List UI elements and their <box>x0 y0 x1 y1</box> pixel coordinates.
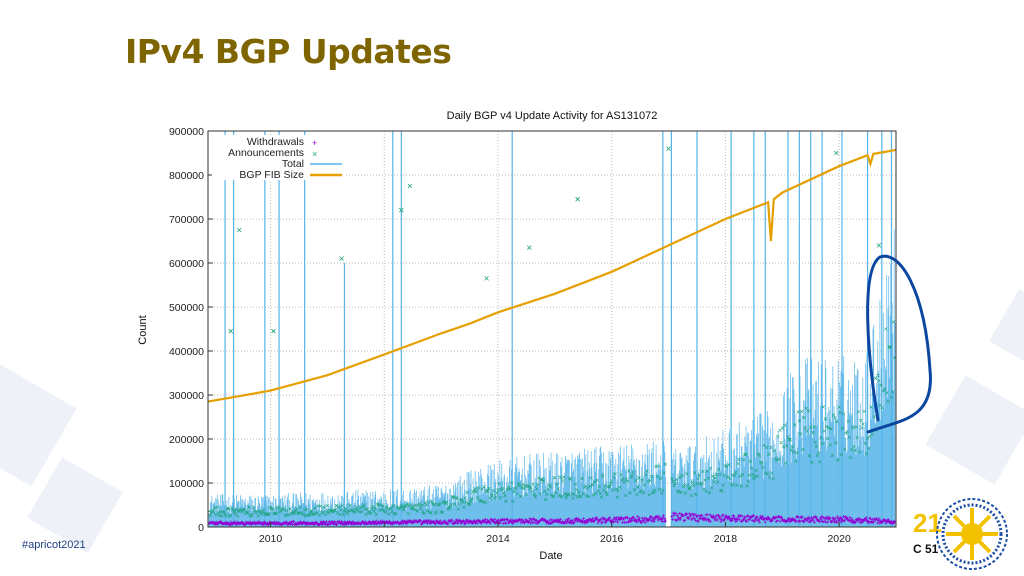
x-tick-label: 2010 <box>259 533 283 545</box>
y-tick-label: 800000 <box>169 170 204 182</box>
apricot-logo <box>936 498 1008 570</box>
chart-title: Daily BGP v4 Update Activity for AS13107… <box>447 110 658 122</box>
x-tick-label: 2016 <box>600 533 624 545</box>
y-tick-label: 100000 <box>169 478 204 490</box>
announcement-outlier <box>339 256 344 261</box>
announcement-outlier <box>484 276 489 281</box>
announcement-outlier <box>228 328 234 334</box>
announcement-outlier <box>407 183 413 189</box>
y-tick-label: 900000 <box>169 126 204 138</box>
announcement-outlier <box>399 207 404 213</box>
y-tick-label: 700000 <box>169 214 204 226</box>
x-axis-label: Date <box>539 550 562 562</box>
legend-background <box>212 135 344 180</box>
y-tick-label: 0 <box>198 522 204 534</box>
announcements-series <box>207 320 897 518</box>
y-tick-label: 400000 <box>169 346 204 358</box>
legend-swatch-announcements: × <box>312 149 317 159</box>
y-tick-label: 200000 <box>169 434 204 446</box>
announcement-outlier <box>834 150 839 156</box>
x-tick-label: 2018 <box>714 533 738 545</box>
slide-title: IPv4 BGP Updates <box>125 32 452 71</box>
legend-label-total: Total <box>282 158 304 170</box>
hashtag-label: #apricot2021 <box>22 539 86 551</box>
x-tick-label: 2012 <box>373 533 397 545</box>
legend-label-announcements: Announcements <box>228 147 304 159</box>
y-axis-label: Count <box>137 315 149 344</box>
announcement-outlier <box>666 146 671 151</box>
announcement-outlier <box>876 243 882 248</box>
withdrawals-series <box>207 511 897 527</box>
legend-label-fib: BGP FIB Size <box>239 169 304 181</box>
annotation-loop <box>866 254 932 434</box>
x-tick-label: 2020 <box>827 533 851 545</box>
y-tick-label: 600000 <box>169 258 204 270</box>
y-tick-label: 300000 <box>169 390 204 402</box>
x-tick-label: 2014 <box>486 533 510 545</box>
plot-frame <box>207 130 897 528</box>
announcement-outlier <box>271 328 276 334</box>
legend-swatch-withdrawals: + <box>312 138 317 148</box>
legend-label-withdrawals: Withdrawals <box>247 136 304 148</box>
announcement-outlier <box>575 196 580 202</box>
total-series <box>208 229 896 527</box>
fib-size-line <box>207 148 897 403</box>
logo-text-fragment: C 51 <box>913 542 939 556</box>
y-tick-label: 500000 <box>169 302 204 314</box>
announcement-outlier <box>236 227 242 233</box>
announcement-outlier <box>526 245 532 250</box>
